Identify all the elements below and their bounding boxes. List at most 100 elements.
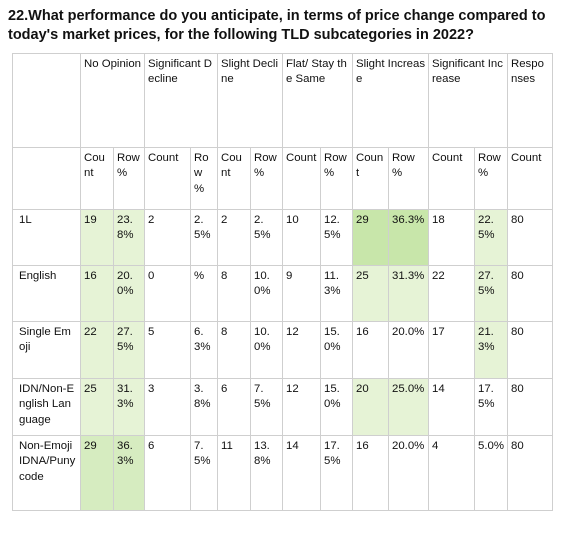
row-label: Single Emoji (12, 321, 81, 379)
subheader: Row % (250, 147, 283, 210)
table-row: Single Emoji 22 27.5% 5 6.3% 8 10.0% 12 15.0% 16 2… (12, 321, 553, 379)
table-cell: 2.5% (250, 209, 283, 266)
table-cell: 20.0% (113, 265, 145, 322)
subheader: Count (80, 147, 114, 210)
corner-cell (12, 147, 81, 210)
table-cell: 6 (217, 378, 251, 436)
table-cell: 8 (217, 321, 251, 379)
subheader: Row % (113, 147, 145, 210)
table-row: Non-Emoji IDNA/Punycode 29 36.3% 6 7.5% 11 13.… (12, 435, 553, 511)
table-cell: 22 (80, 321, 114, 379)
table-row: English 16 20.0% 0% 8 10.0% 9 11.3% 25 31.3% 22 27.… (12, 265, 553, 322)
table-cell: 80 (507, 209, 553, 266)
table-cell: 13.8% (250, 435, 283, 511)
table-cell: 16 (352, 321, 389, 379)
subheader: Row % (388, 147, 429, 210)
table-cell: 21.3% (474, 321, 508, 379)
subheader: Row % (474, 147, 508, 210)
row-label: English (12, 265, 81, 322)
table-cell: 29 (352, 209, 389, 266)
table-cell: 15.0% (320, 378, 353, 436)
table-cell: 12 (282, 321, 321, 379)
group-header: Flat/ Stay the Same (282, 53, 353, 148)
table-cell: 80 (507, 378, 553, 436)
table-cell: 16 (352, 435, 389, 511)
subheader: Count (428, 147, 475, 210)
table-cell: 18 (428, 209, 475, 266)
table-cell: 22 (428, 265, 475, 322)
table-cell: 27.5% (113, 321, 145, 379)
table-cell: % (190, 265, 218, 322)
table-cell: 22.5% (474, 209, 508, 266)
table-cell: 3.8% (190, 378, 218, 436)
table-cell: 20 (352, 378, 389, 436)
table-cell: 11 (217, 435, 251, 511)
table-row: 1L 19 23.8% 2 2.5% 2 2.5% 10 12.5% 29 36.3% 18 22.5%… (12, 209, 553, 266)
table-cell: 14 (428, 378, 475, 436)
table-cell: 20.0% (388, 435, 429, 511)
table-cell: 6 (144, 435, 191, 511)
table-cell: 17.5% (474, 378, 508, 436)
group-header: No Opinion (80, 53, 145, 148)
table-cell: 7.5% (250, 378, 283, 436)
subheader: Row % (190, 147, 218, 210)
table-cell: 6.3% (190, 321, 218, 379)
table-cell: 9 (282, 265, 321, 322)
table-cell: 10.0% (250, 265, 283, 322)
table-cell: 80 (507, 321, 553, 379)
row-label: IDN/Non-English Language (12, 378, 81, 436)
table-cell: 25 (352, 265, 389, 322)
table-cell: 25.0% (388, 378, 429, 436)
table-cell: 2 (144, 209, 191, 266)
table-cell: 36.3% (113, 435, 145, 511)
table-cell: 5.0% (474, 435, 508, 511)
table-cell: 5 (144, 321, 191, 379)
table-cell: 7.5% (190, 435, 218, 511)
group-header: Slight Increase (352, 53, 429, 148)
table-cell: 80 (507, 265, 553, 322)
table-cell: 8 (217, 265, 251, 322)
table-cell: 17 (428, 321, 475, 379)
table-cell: 10 (282, 209, 321, 266)
table-cell: 11.3% (320, 265, 353, 322)
table-cell: 2 (217, 209, 251, 266)
table-cell: 20.0% (388, 321, 429, 379)
table-cell: 36.3% (388, 209, 429, 266)
table-cell: 25 (80, 378, 114, 436)
table-cell: 15.0% (320, 321, 353, 379)
table-cell: 4 (428, 435, 475, 511)
table-cell: 2.5% (190, 209, 218, 266)
question-title: 22.What performance do you anticipate, i… (8, 8, 546, 43)
table-cell: 19 (80, 209, 114, 266)
group-header: Significant Decline (144, 53, 218, 148)
table-cell: 16 (80, 265, 114, 322)
group-header: Significant Increase (428, 53, 508, 148)
subheader: Count (144, 147, 191, 210)
subheader: Row % (320, 147, 353, 210)
corner-cell (12, 53, 81, 148)
table-cell: 10.0% (250, 321, 283, 379)
row-label: Non-Emoji IDNA/Punycode (12, 435, 81, 511)
table-cell: 29 (80, 435, 114, 511)
table-cell: 3 (144, 378, 191, 436)
table-cell: 31.3% (388, 265, 429, 322)
table-row: IDN/Non-English Language 25 31.3% 3 3.8% 6 7.5… (12, 378, 553, 436)
table-cell: 17.5% (320, 435, 353, 511)
results-table: No Opinion Significant Decline Slight De… (12, 53, 553, 511)
table-cell: 12 (282, 378, 321, 436)
subheader: Count (507, 147, 553, 210)
table-cell: 23.8% (113, 209, 145, 266)
table-cell: 14 (282, 435, 321, 511)
group-header: Slight Decline (217, 53, 283, 148)
table-cell: 0 (144, 265, 191, 322)
table-cell: 31.3% (113, 378, 145, 436)
table-cell: 27.5% (474, 265, 508, 322)
subheader: Count (217, 147, 251, 210)
subheader: Count (352, 147, 389, 210)
subheader: Count (282, 147, 321, 210)
group-header: Responses (507, 53, 553, 148)
subheader-row: Count Row % Count Row % Count Row % Coun… (12, 147, 553, 210)
table-cell: 80 (507, 435, 553, 511)
group-header-row: No Opinion Significant Decline Slight De… (12, 53, 553, 148)
table-cell: 12.5% (320, 209, 353, 266)
